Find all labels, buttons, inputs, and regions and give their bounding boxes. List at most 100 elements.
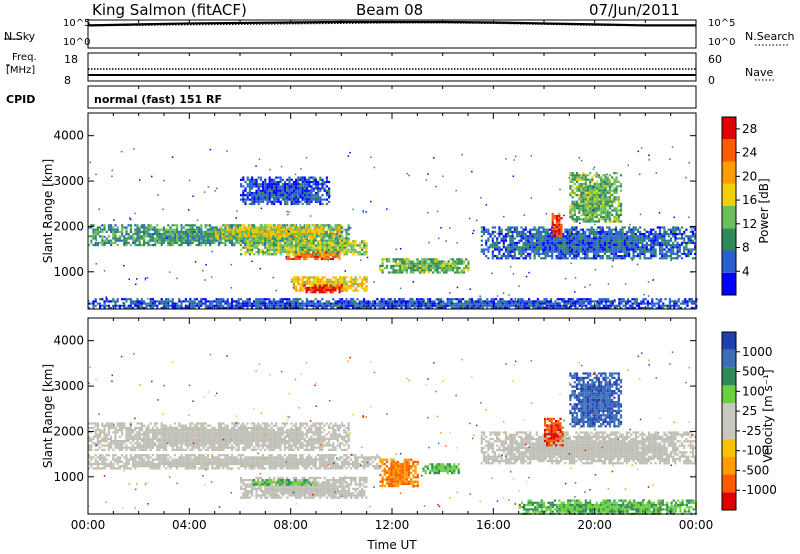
power-cell [305,253,308,256]
power-cell [604,218,607,221]
power-cell [542,230,545,233]
power-cell [487,246,490,249]
power-cell [591,191,594,194]
power-cell [206,228,209,231]
power-cell [121,230,124,233]
power-cell [691,239,695,242]
power-cell [286,253,289,256]
power-cell [645,244,648,247]
power-cell [224,241,227,244]
power-cell [101,230,104,233]
power-cell [584,216,587,219]
power-cell [363,287,366,290]
power-cell [147,230,150,233]
power-cell [140,302,143,305]
power-cell [260,228,264,231]
power-cell [363,276,366,279]
power-cell [290,304,293,307]
power-cell [458,258,461,261]
power-cell [685,252,688,255]
power-cell [453,304,456,307]
power-cell [405,258,408,261]
power-cell [301,276,304,279]
power-cell [573,200,576,203]
power-cell [262,251,265,254]
power-cell [277,200,280,203]
power-cell [566,228,569,231]
power-cell [281,244,284,247]
power-cell [593,187,596,190]
power-cell [558,298,561,301]
power-cell [403,260,406,263]
power-cell [240,194,243,197]
power-cell [206,230,209,233]
power-cell [298,228,301,231]
power-cell [216,237,220,240]
power-cell [221,237,224,240]
power-cell [239,298,242,301]
power-cell [593,183,596,186]
power-cell [171,239,174,242]
power-cell [545,298,548,301]
power-cell [325,280,329,283]
power-cell [523,302,526,305]
power-cell [356,278,359,281]
power-cell [307,228,310,231]
power-cell [619,241,622,244]
power-cell [479,302,482,305]
power-cell [323,280,326,283]
power-cell [597,176,601,179]
power-cell [528,302,531,305]
power-cell [303,257,306,261]
power-cell [584,230,587,233]
power-cell [297,178,300,181]
power-cell [595,187,598,190]
power-cell [244,200,247,203]
power-cell [293,224,297,227]
power-cell [349,298,352,301]
power-cell [603,248,607,251]
power-cell [451,300,454,303]
power-cell [584,202,587,205]
power-cell [361,280,364,283]
power-cell [162,228,165,231]
power-cell [409,302,412,305]
power-cell [524,248,527,251]
power-cell [358,246,361,249]
power-cell [390,267,393,270]
power-cell [92,228,95,231]
power-cell [619,228,622,231]
power-cell [312,282,315,286]
power-cell [407,306,410,310]
power-cell [246,304,249,307]
power-cell [487,239,490,242]
power-cell [578,178,581,181]
power-cell [151,228,154,231]
power-cell [325,302,328,305]
power-cell [225,228,228,231]
power-cell [310,304,313,307]
power-cell [281,187,284,190]
power-cell [266,194,269,197]
power-cell [176,235,179,238]
power-cell [264,185,267,188]
power-cell [426,304,429,307]
power-cell [619,209,623,212]
power-cell [558,302,561,305]
power-cell [479,300,482,303]
power-cell [127,235,130,238]
power-cell [266,298,269,301]
power-cell [580,176,583,179]
power-cell [411,298,414,301]
power-cell [244,244,247,247]
power-cell [519,300,522,303]
power-cell [531,248,534,251]
power-cell [332,282,335,286]
power-cell [259,176,262,179]
power-cell [388,271,391,274]
power-cell [182,226,185,229]
power-cell [303,280,307,283]
power-cell [566,235,569,238]
power-cell [281,300,284,303]
power-cell [281,302,284,305]
